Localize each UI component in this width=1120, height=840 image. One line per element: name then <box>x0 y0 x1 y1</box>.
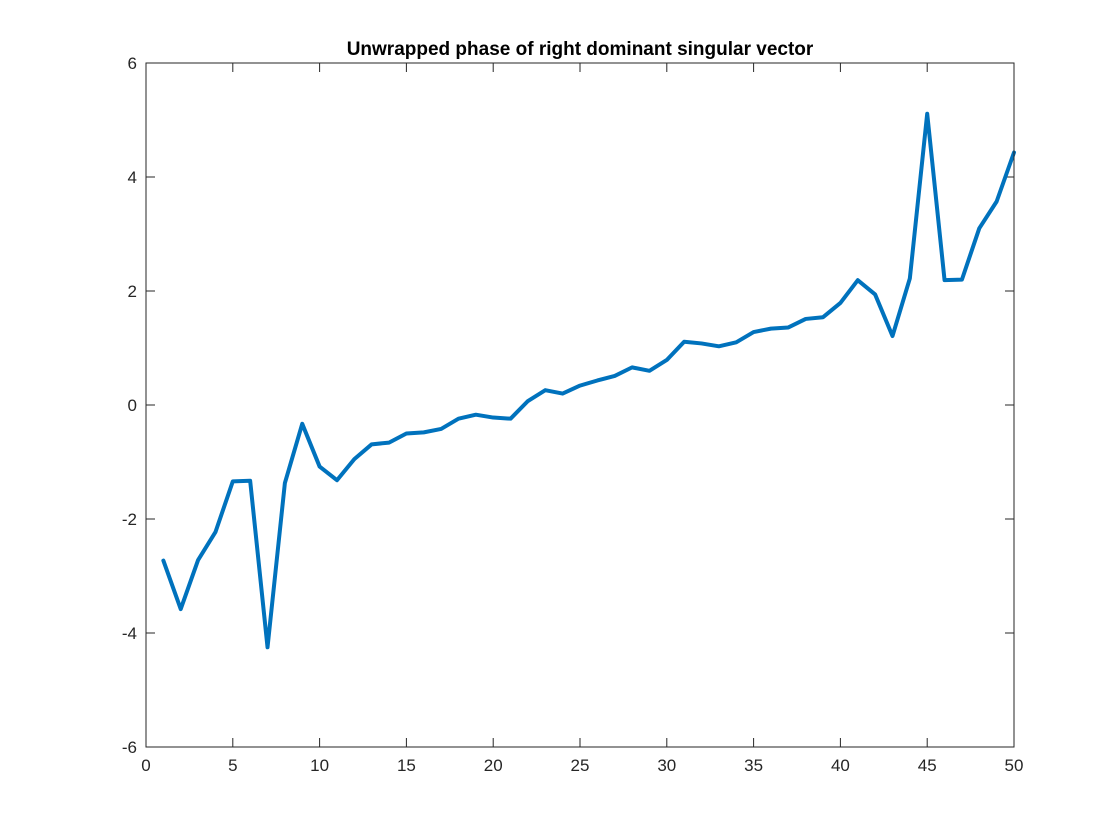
y-tick-label: 0 <box>128 396 137 415</box>
y-tick-label: -4 <box>122 624 137 643</box>
x-tick-label: 40 <box>831 756 850 775</box>
y-tick-label: 4 <box>128 168 137 187</box>
x-tick-label: 30 <box>657 756 676 775</box>
chart-title: Unwrapped phase of right dominant singul… <box>347 39 814 60</box>
x-tick-label: 35 <box>744 756 763 775</box>
x-tick-label: 50 <box>1005 756 1024 775</box>
series-group <box>161 111 1016 650</box>
y-tick-label: -2 <box>122 510 137 529</box>
y-tick-label: -6 <box>122 738 137 757</box>
y-tick-labels: -6 -4 -2 0 2 4 6 <box>122 54 137 757</box>
x-tick-labels: 0 5 10 15 20 25 30 35 40 45 50 <box>141 756 1023 775</box>
x-tick-label: 20 <box>484 756 503 775</box>
x-tick-label: 5 <box>228 756 237 775</box>
x-tick-label: 45 <box>918 756 937 775</box>
series-line <box>161 111 1016 650</box>
y-tick-label: 2 <box>128 282 137 301</box>
x-tick-label: 25 <box>571 756 590 775</box>
tick-marks <box>145 62 1015 748</box>
x-tick-label: 10 <box>310 756 329 775</box>
y-tick-label: 6 <box>128 54 137 73</box>
x-tick-label: 0 <box>141 756 150 775</box>
axes-box <box>145 62 1015 748</box>
x-tick-label: 15 <box>397 756 416 775</box>
